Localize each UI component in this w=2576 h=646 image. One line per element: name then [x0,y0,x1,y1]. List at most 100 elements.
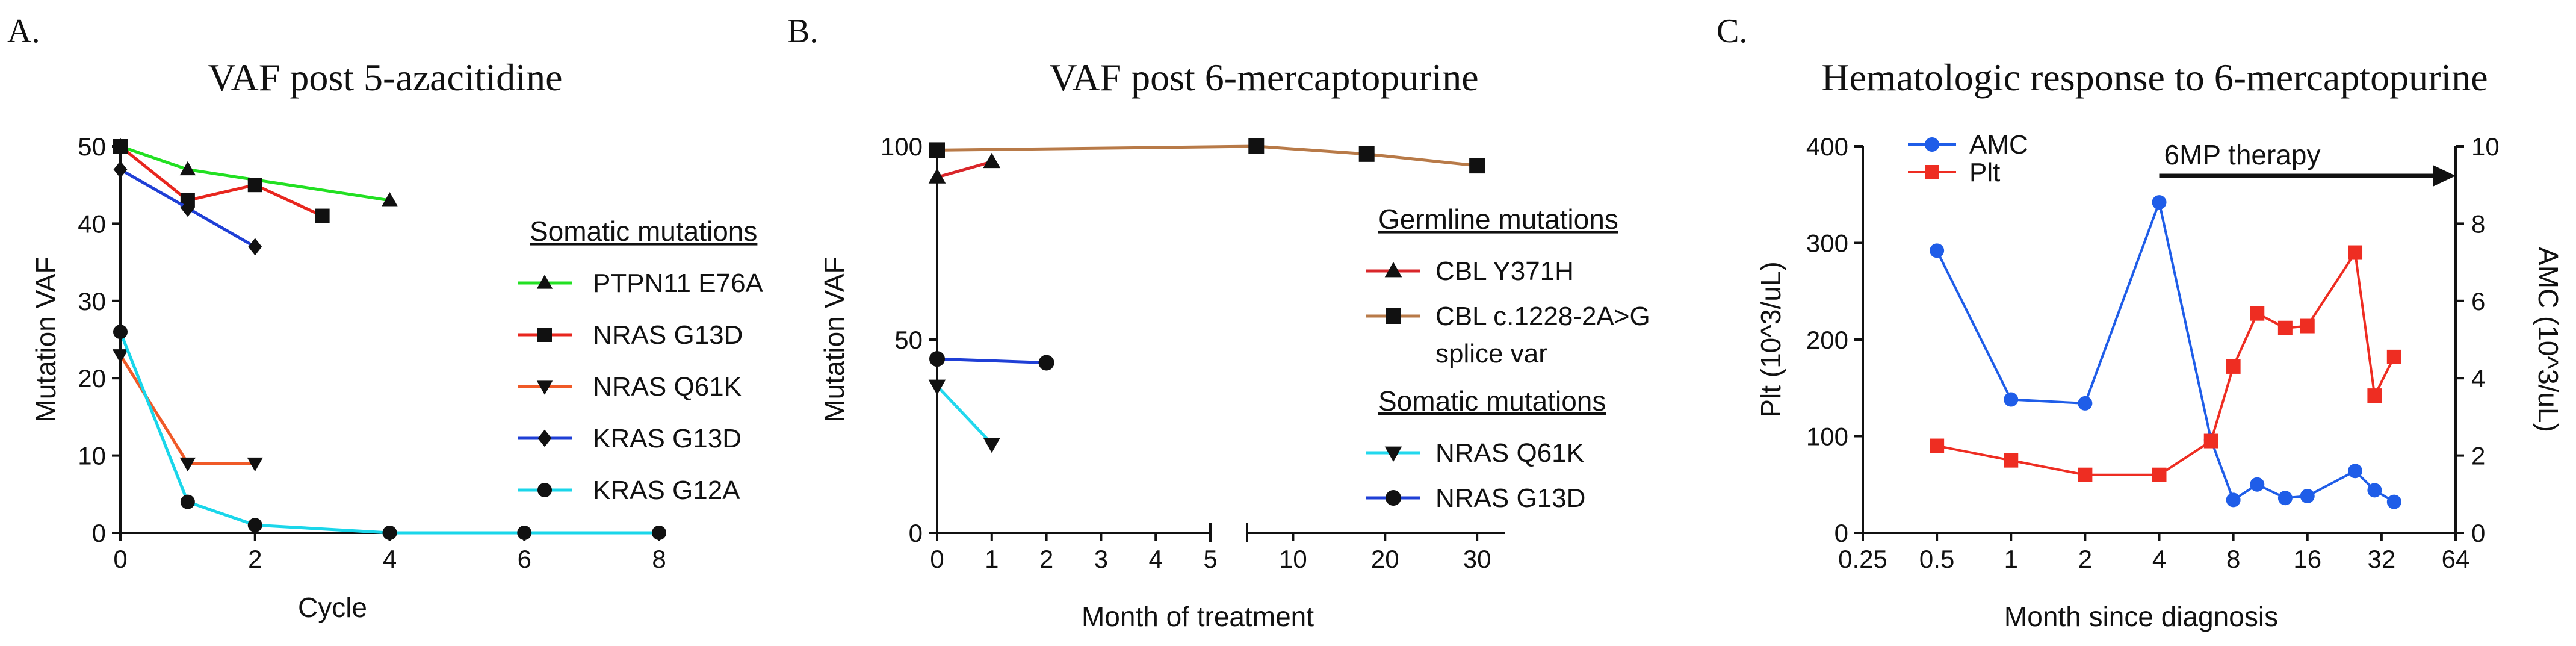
data-point [1930,243,1945,258]
data-point [2004,453,2019,468]
legend-item-nras-g13d: NRAS G13D [518,320,743,350]
x-tick-label: 6 [518,545,531,573]
legend-item-kras-g12a: KRAS G12A [518,476,740,505]
panel-c-title: Hematologic response to 6-mercaptopurine [1821,56,2488,99]
legend-marker [537,483,552,497]
panel-b-axes: 0 1 2 3 4 5 10 20 30 0 50 100 Month of treatment Muta… [819,132,1505,632]
data-point [2300,318,2315,334]
data-point [2226,492,2241,508]
legend-title: Germline mutations [1378,203,1618,235]
y-tick-label: 30 [78,287,106,315]
data-point [2152,195,2167,210]
x-tick-label: 5 [1203,545,1217,573]
data-point [1469,158,1485,174]
data-point [983,152,1001,169]
data-point [517,526,532,540]
legend-label: NRAS G13D [593,320,743,350]
y-tick-label: 50 [894,326,923,354]
data-point [315,208,330,223]
legend-title: Somatic mutations [530,216,757,247]
series-nras-g13d [929,351,1054,371]
data-point [2348,245,2363,260]
y-right-tick-label: 6 [2471,287,2485,315]
therapy-annotation: 6MP therapy [2159,139,2456,187]
legend-marker [536,380,553,395]
panel-c-series [1930,195,2401,509]
panel-a-axes: 0 2 4 6 8 0 10 20 30 40 50 Cycle Mutation VAF [30,132,666,623]
x-tick-label: 64 [2442,545,2470,573]
data-point [180,494,195,509]
y-tick-label: 0 [909,519,923,547]
series-line [937,357,1047,365]
series-amc [1930,195,2401,509]
y-axis-left-label: Plt (10^3/uL) [1755,261,1786,417]
x-axis-label: Month of treatment [1082,601,1314,632]
data-point [1038,355,1054,371]
legend-label: CBL Y371H [1435,256,1574,286]
series-kras-g13d [113,161,262,256]
data-point [2152,467,2167,482]
y-left-tick-label: 0 [1834,519,1848,547]
legend-group-germline-mutations: Germline mutations CBL Y371H CBL c.1228-2A… [1366,203,1650,368]
data-point [2250,477,2265,492]
data-point [181,199,195,217]
legend-label: AMC [1969,130,2028,160]
data-point [2226,359,2241,374]
panel-b-label: B. [787,13,818,50]
data-point [247,457,263,472]
panel-b-title: VAF post 6-mercaptopurine [1049,56,1478,99]
data-point [113,325,128,340]
data-point [113,161,128,178]
series-cbl-y371h [928,152,1001,184]
y-tick-label: 40 [78,210,106,238]
legend-label-line2: splice var [1435,339,1547,368]
panel-c: C. Hematologic response to 6-mercaptopur… [1717,13,2564,632]
data-point [652,526,666,540]
data-point [2250,306,2265,321]
data-point [248,238,262,256]
legend-marker [1386,490,1401,506]
series-line [936,385,993,446]
data-point [2348,464,2363,479]
legend-item-ptpn11-e76a: PTPN11 E76A [518,269,764,298]
legend-item-nras-q61k: NRAS Q61K [1366,438,1584,468]
legend-item-amc: AMC [1908,130,2028,160]
data-point [2078,467,2093,482]
legend-marker [1925,165,1939,179]
data-point [113,139,128,154]
legend-label: NRAS G13D [1435,483,1585,513]
series-nras-q61k [928,379,1001,453]
panel-a-legend: Somatic mutations PTPN11 E76A NRAS G13D NRA… [518,216,764,505]
panel-b: B. VAF post 6-mercaptopurine 0 1 2 3 4 5 10 20 3… [787,13,1650,632]
y-right-tick-label: 2 [2471,442,2485,470]
series-line [1936,249,2395,476]
data-point [1358,146,1375,162]
legend-item-cbl-y371h: CBL Y371H [1366,256,1574,286]
y-left-tick-label: 200 [1806,326,1848,354]
series-line [937,160,992,179]
legend-marker [537,429,552,447]
y-left-tick-label: 300 [1806,229,1848,258]
series-plt [1930,245,2401,482]
legend-item-nras-q61k: NRAS Q61K [518,372,742,402]
series-nras-g13d [113,139,330,223]
series-line-bridge [937,144,1257,152]
data-point [112,349,129,364]
x-tick-label: 8 [652,545,666,573]
y-tick-label: 10 [78,442,106,470]
x-tick-label: 2 [248,545,262,573]
y-tick-label: 0 [92,519,106,547]
x-tick-label: 32 [2368,545,2396,573]
y-tick-label: 20 [78,364,106,393]
x-tick-label: 1 [2004,545,2018,573]
x-tick-label: 2 [1039,545,1053,573]
legend-marker [1386,308,1401,324]
y-tick-label: 100 [881,132,923,161]
data-point [1930,438,1945,453]
y-axis-right-label: AMC (10^3/uL) [2533,247,2564,432]
panel-b-legend: Germline mutations CBL Y371H CBL c.1228-2A… [1366,203,1650,513]
x-tick-label: 3 [1094,545,1108,573]
series-kras-g12a [113,325,666,540]
data-point [2277,320,2293,335]
